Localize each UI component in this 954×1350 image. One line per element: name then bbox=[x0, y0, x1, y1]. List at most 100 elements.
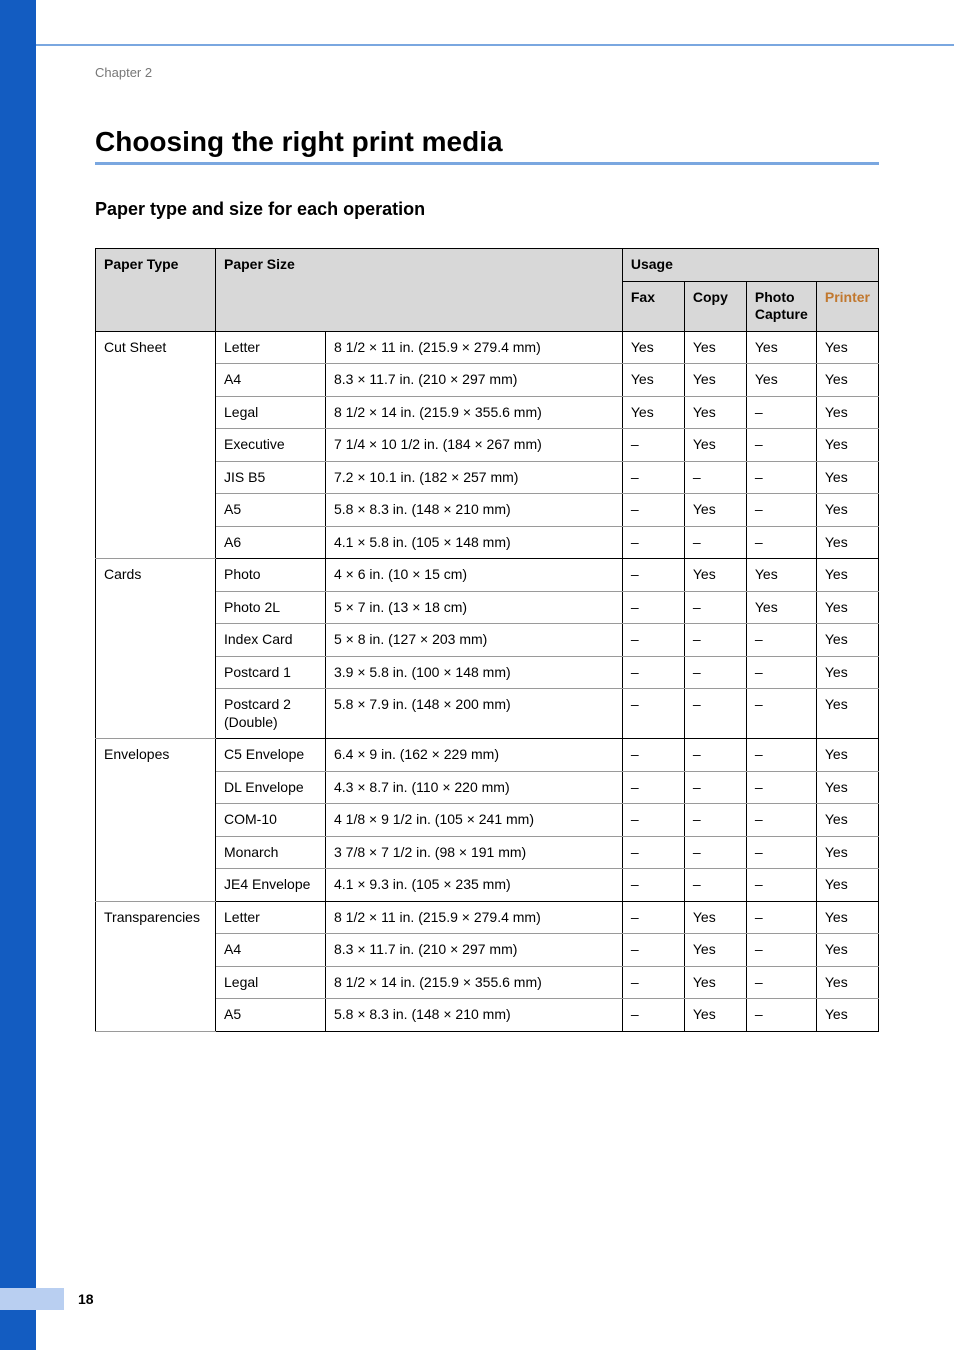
size-dimensions: 5 × 7 in. (13 × 18 cm) bbox=[326, 591, 623, 624]
usage-photo: – bbox=[746, 526, 816, 559]
table-row: CardsPhoto4 × 6 in. (10 × 15 cm)–YesYesY… bbox=[96, 559, 879, 592]
usage-copy: Yes bbox=[684, 364, 746, 397]
usage-fax: – bbox=[622, 836, 684, 869]
usage-printer: Yes bbox=[816, 656, 878, 689]
usage-copy: – bbox=[684, 656, 746, 689]
usage-fax: – bbox=[622, 869, 684, 902]
section-title: Choosing the right print media bbox=[95, 126, 879, 158]
usage-printer: Yes bbox=[816, 771, 878, 804]
usage-copy: Yes bbox=[684, 999, 746, 1032]
table-row: EnvelopesC5 Envelope6.4 × 9 in. (162 × 2… bbox=[96, 739, 879, 772]
size-name: JIS B5 bbox=[216, 461, 326, 494]
usage-fax: – bbox=[622, 526, 684, 559]
usage-photo: – bbox=[746, 901, 816, 934]
size-name: Letter bbox=[216, 901, 326, 934]
group-label: Envelopes bbox=[96, 739, 216, 902]
size-name: A6 bbox=[216, 526, 326, 559]
usage-fax: – bbox=[622, 966, 684, 999]
usage-printer: Yes bbox=[816, 739, 878, 772]
size-dimensions: 5.8 × 7.9 in. (148 × 200 mm) bbox=[326, 689, 623, 739]
usage-printer: Yes bbox=[816, 526, 878, 559]
usage-fax: Yes bbox=[622, 396, 684, 429]
paper-spec-table: Paper Type Paper Size Usage Fax Copy Pho… bbox=[95, 248, 879, 1032]
usage-printer: Yes bbox=[816, 494, 878, 527]
page-number: 18 bbox=[78, 1291, 94, 1307]
usage-printer: Yes bbox=[816, 999, 878, 1032]
usage-printer: Yes bbox=[816, 429, 878, 462]
chapter-label: Chapter 2 bbox=[95, 65, 879, 80]
usage-photo: – bbox=[746, 461, 816, 494]
usage-fax: – bbox=[622, 999, 684, 1032]
page-content: Chapter 2 Choosing the right print media… bbox=[95, 0, 879, 1032]
size-name: Monarch bbox=[216, 836, 326, 869]
usage-printer: Yes bbox=[816, 461, 878, 494]
usage-copy: – bbox=[684, 689, 746, 739]
usage-photo: Yes bbox=[746, 591, 816, 624]
page-footer: 18 bbox=[0, 1288, 94, 1310]
size-name: DL Envelope bbox=[216, 771, 326, 804]
size-dimensions: 5.8 × 8.3 in. (148 × 210 mm) bbox=[326, 999, 623, 1032]
size-dimensions: 8.3 × 11.7 in. (210 × 297 mm) bbox=[326, 934, 623, 967]
usage-fax: – bbox=[622, 461, 684, 494]
footer-bar bbox=[0, 1288, 64, 1310]
usage-printer: Yes bbox=[816, 804, 878, 837]
size-dimensions: 8 1/2 × 14 in. (215.9 × 355.6 mm) bbox=[326, 966, 623, 999]
size-dimensions: 4.1 × 9.3 in. (105 × 235 mm) bbox=[326, 869, 623, 902]
usage-copy: Yes bbox=[684, 494, 746, 527]
group-label: Cards bbox=[96, 559, 216, 739]
size-name: Legal bbox=[216, 396, 326, 429]
size-dimensions: 8.3 × 11.7 in. (210 × 297 mm) bbox=[326, 364, 623, 397]
usage-fax: Yes bbox=[622, 364, 684, 397]
size-name: Index Card bbox=[216, 624, 326, 657]
th-paper-size: Paper Size bbox=[216, 249, 623, 332]
usage-printer: Yes bbox=[816, 836, 878, 869]
usage-printer: Yes bbox=[816, 934, 878, 967]
usage-copy: – bbox=[684, 624, 746, 657]
usage-copy: – bbox=[684, 591, 746, 624]
subsection-title: Paper type and size for each operation bbox=[95, 199, 879, 220]
size-name: A4 bbox=[216, 364, 326, 397]
usage-printer: Yes bbox=[816, 559, 878, 592]
size-dimensions: 4.1 × 5.8 in. (105 × 148 mm) bbox=[326, 526, 623, 559]
usage-photo: – bbox=[746, 836, 816, 869]
usage-photo: – bbox=[746, 771, 816, 804]
usage-photo: – bbox=[746, 999, 816, 1032]
usage-fax: – bbox=[622, 591, 684, 624]
size-dimensions: 4.3 × 8.7 in. (110 × 220 mm) bbox=[326, 771, 623, 804]
usage-fax: – bbox=[622, 656, 684, 689]
usage-copy: – bbox=[684, 836, 746, 869]
usage-copy: – bbox=[684, 869, 746, 902]
size-name: Postcard 1 bbox=[216, 656, 326, 689]
usage-printer: Yes bbox=[816, 869, 878, 902]
size-name: Photo 2L bbox=[216, 591, 326, 624]
th-usage: Usage bbox=[622, 249, 878, 282]
size-dimensions: 4 1/8 × 9 1/2 in. (105 × 241 mm) bbox=[326, 804, 623, 837]
group-label: Cut Sheet bbox=[96, 331, 216, 559]
usage-photo: – bbox=[746, 396, 816, 429]
usage-printer: Yes bbox=[816, 966, 878, 999]
size-dimensions: 8 1/2 × 11 in. (215.9 × 279.4 mm) bbox=[326, 901, 623, 934]
usage-printer: Yes bbox=[816, 624, 878, 657]
usage-photo: – bbox=[746, 739, 816, 772]
size-dimensions: 8 1/2 × 14 in. (215.9 × 355.6 mm) bbox=[326, 396, 623, 429]
table-row: Cut SheetLetter8 1/2 × 11 in. (215.9 × 2… bbox=[96, 331, 879, 364]
usage-photo: – bbox=[746, 656, 816, 689]
size-dimensions: 8 1/2 × 11 in. (215.9 × 279.4 mm) bbox=[326, 331, 623, 364]
size-name: C5 Envelope bbox=[216, 739, 326, 772]
left-accent-bar bbox=[0, 0, 36, 1350]
usage-fax: – bbox=[622, 739, 684, 772]
usage-copy: – bbox=[684, 804, 746, 837]
usage-copy: Yes bbox=[684, 396, 746, 429]
usage-fax: – bbox=[622, 624, 684, 657]
size-name: JE4 Envelope bbox=[216, 869, 326, 902]
top-rule bbox=[36, 44, 954, 46]
size-name: Executive bbox=[216, 429, 326, 462]
usage-photo: – bbox=[746, 869, 816, 902]
usage-fax: – bbox=[622, 771, 684, 804]
th-paper-type: Paper Type bbox=[96, 249, 216, 332]
usage-fax: – bbox=[622, 804, 684, 837]
usage-printer: Yes bbox=[816, 331, 878, 364]
th-copy: Copy bbox=[684, 281, 746, 331]
th-photo-capture: Photo Capture bbox=[746, 281, 816, 331]
usage-printer: Yes bbox=[816, 396, 878, 429]
